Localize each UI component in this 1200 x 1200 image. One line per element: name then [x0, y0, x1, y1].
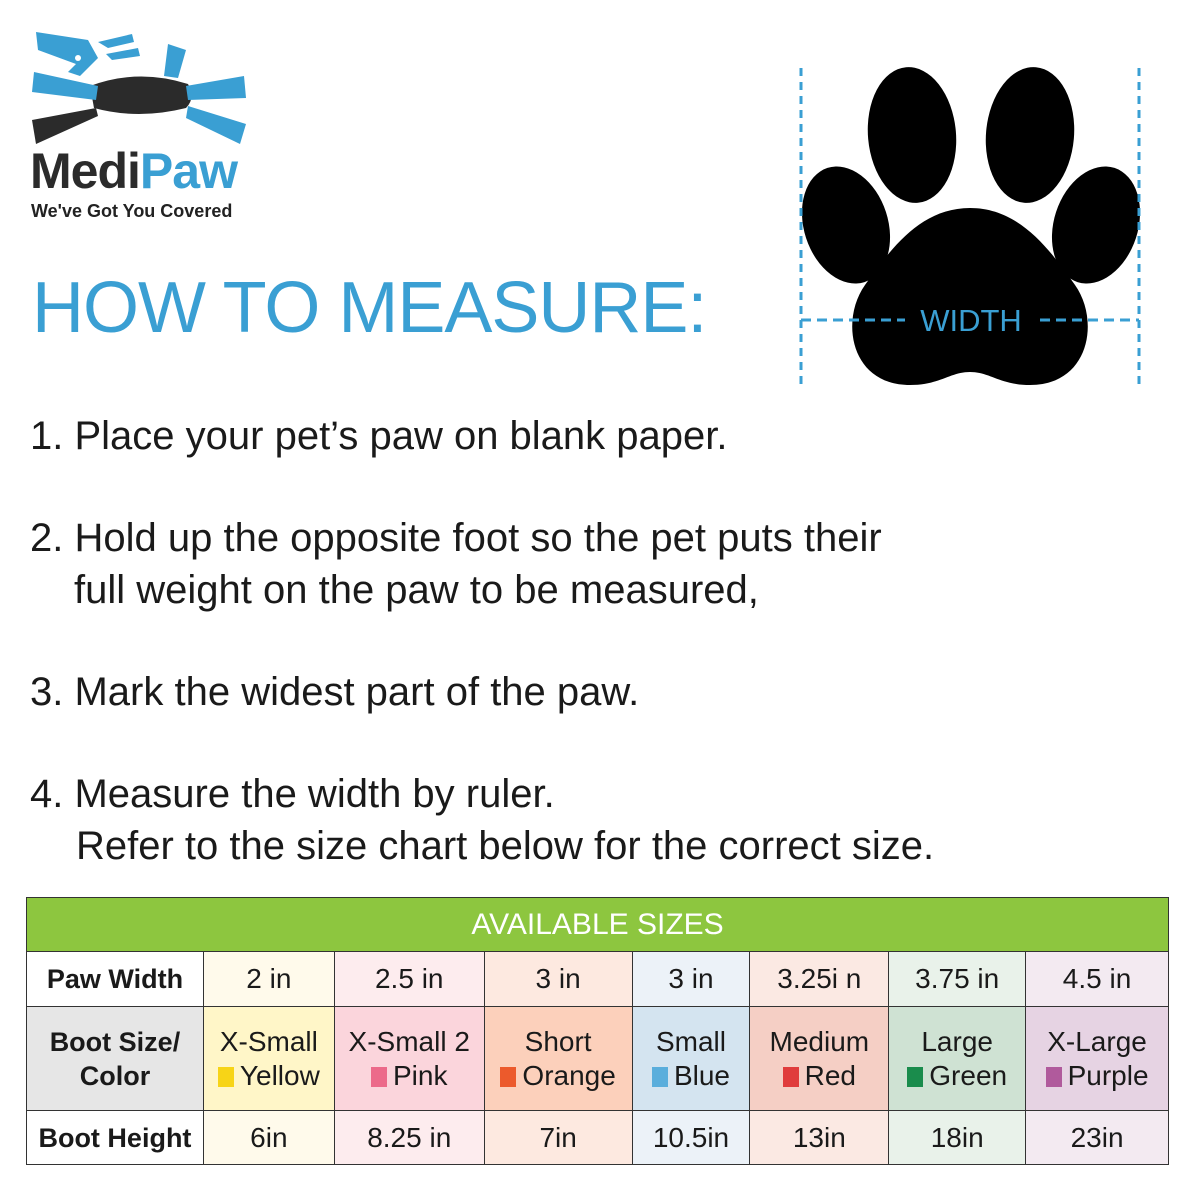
- step-1: 1. Place your pet’s paw on blank paper.: [30, 414, 728, 458]
- row-label: Boot Height: [26, 1110, 204, 1165]
- table-row-paw-width: Paw Width 2 in 2.5 in 3 in 3 in 3.25i n 3.75 i…: [26, 951, 1169, 1007]
- color-name: Orange: [522, 1059, 616, 1091]
- boot-size-cell: X-Small Yellow: [202, 1006, 335, 1111]
- step-4: 4. Measure the width by ruler. Refer to t…: [30, 772, 935, 868]
- color-swatch-icon: [371, 1066, 387, 1087]
- boot-size-cell: Medium Red: [749, 1006, 890, 1111]
- color-name: Red: [804, 1059, 857, 1091]
- color-name: Blue: [673, 1059, 730, 1091]
- boot-height-cell: 23in: [1025, 1110, 1169, 1165]
- boot-size-cell: Small Blue: [631, 1006, 751, 1111]
- color-name: Yellow: [239, 1059, 320, 1091]
- color-swatch-icon: [907, 1066, 924, 1087]
- paw-width-cell: 3.75 in: [888, 951, 1027, 1007]
- row-label: Boot Size/ Color: [26, 1006, 204, 1111]
- boot-size-cell: Large Green: [888, 1006, 1027, 1111]
- color-name: Green: [929, 1059, 1008, 1091]
- step-2: 2. Hold up the opposite foot so the pet …: [30, 516, 882, 612]
- paw-print-icon: [801, 67, 1141, 385]
- boot-height-cell: 13in: [749, 1110, 890, 1165]
- color-swatch-icon: [651, 1066, 668, 1087]
- table-row-boot-size: Boot Size/ Color X-Small Yellow X-Small 2 Pi…: [26, 1006, 1169, 1111]
- boot-height-cell: 18in: [888, 1110, 1027, 1165]
- step-3: 3. Mark the widest part of the paw.: [30, 670, 640, 714]
- size-name: X-Small 2: [348, 1025, 470, 1057]
- color-swatch-icon: [500, 1066, 517, 1087]
- boot-height-cell: 8.25 in: [333, 1110, 485, 1165]
- color-swatch-icon: [782, 1066, 799, 1087]
- size-name: X-Small: [219, 1025, 318, 1057]
- brand-name: MediPaw: [30, 143, 238, 199]
- boot-size-cell: X-Small 2 Pink: [333, 1006, 485, 1111]
- boot-height-cell: 10.5in: [631, 1110, 751, 1165]
- paw-width-cell: 3 in: [631, 951, 751, 1007]
- boot-size-cell: X-Large Purple: [1025, 1006, 1169, 1111]
- size-name: Short: [524, 1025, 592, 1057]
- color-swatch-icon: [1045, 1066, 1062, 1087]
- boot-height-cell: 6in: [202, 1110, 335, 1165]
- paw-width-cell: 3.25i n: [749, 951, 890, 1007]
- size-name: Medium: [769, 1025, 870, 1057]
- brand-tagline: We've Got You Covered: [31, 201, 233, 221]
- color-swatch-icon: [217, 1066, 234, 1087]
- boot-size-cell: Short Orange: [483, 1006, 633, 1111]
- size-name: X-Large: [1047, 1025, 1147, 1057]
- medipaw-logo-icon: [32, 32, 246, 144]
- table-row-boot-height: Boot Height 6in 8.25 in 7in 10.5in 13in 18in 23…: [26, 1110, 1169, 1165]
- paw-width-cell: 2 in: [202, 951, 335, 1007]
- boot-height-cell: 7in: [483, 1110, 633, 1165]
- paw-width-cell: 4.5 in: [1025, 951, 1169, 1007]
- size-name: Large: [921, 1025, 993, 1057]
- paw-width-diagram: WIDTH: [799, 67, 1141, 386]
- page-title: HOW TO MEASURE:: [32, 268, 707, 348]
- row-label: Paw Width: [26, 951, 204, 1007]
- width-label: WIDTH: [920, 303, 1022, 338]
- paw-width-cell: 3 in: [483, 951, 633, 1007]
- color-name: Purple: [1067, 1059, 1149, 1091]
- size-chart-table: AVAILABLE SIZES Paw Width 2 in 2.5 in 3 in 3…: [26, 897, 1169, 1165]
- size-name: Small: [655, 1025, 726, 1057]
- table-header: AVAILABLE SIZES: [26, 897, 1169, 952]
- color-name: Pink: [393, 1059, 448, 1091]
- paw-width-cell: 2.5 in: [333, 951, 485, 1007]
